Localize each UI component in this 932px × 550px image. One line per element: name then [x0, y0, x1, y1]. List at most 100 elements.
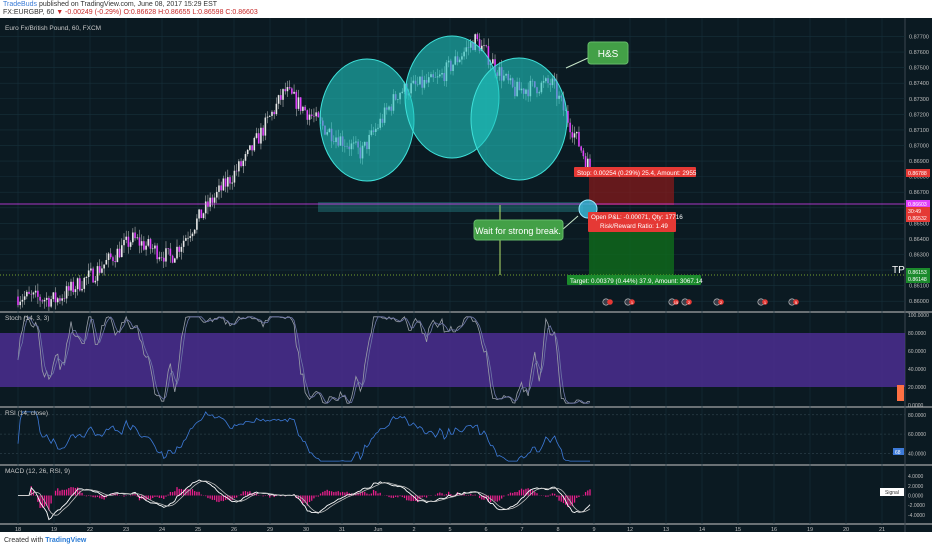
- event-count: 2: [720, 300, 723, 305]
- candle-body: [253, 137, 256, 151]
- left-shoulder-circle[interactable]: [319, 58, 415, 182]
- wait-callout-box[interactable]: [473, 219, 564, 241]
- candle-body: [196, 218, 198, 230]
- head-and-shoulders-pattern[interactable]: [319, 35, 568, 182]
- axes: 0.87700 0.87600 0.87500 0.87400 0.87300 0.872…: [15, 34, 929, 533]
- stop-zone[interactable]: [589, 173, 674, 205]
- price-tick-label: 0.87400: [909, 81, 929, 87]
- chart-svg[interactable]: H&S Wait for strong break. Stop: 0.00254…: [0, 18, 932, 533]
- candle-body: [589, 158, 591, 170]
- date-tick-label: 7: [520, 527, 523, 532]
- date-tick-label: 24: [159, 527, 165, 532]
- candle-body: [580, 146, 582, 151]
- tradingview-logo[interactable]: TradingView: [45, 537, 87, 544]
- price-tick-label: 0.86700: [909, 190, 929, 196]
- event-flag: [673, 299, 679, 305]
- date-tick-label: Jun: [374, 527, 383, 532]
- stoch-value-tag: [897, 385, 904, 401]
- candle-body: [304, 106, 306, 111]
- candle-body: [105, 259, 108, 265]
- candle-body: [45, 297, 48, 300]
- price-tag-box: [906, 214, 930, 222]
- author-link[interactable]: TradeBuds: [3, 1, 37, 8]
- candle-body: [156, 245, 158, 260]
- candle-body: [240, 161, 242, 167]
- date-tick-label: 30: [303, 527, 309, 532]
- candle-body: [50, 299, 52, 307]
- candle-body: [92, 268, 94, 283]
- candle-body: [224, 178, 227, 187]
- candle-body: [140, 241, 143, 246]
- candle-body: [101, 268, 103, 273]
- candle-body: [204, 201, 207, 214]
- candle-body: [229, 177, 231, 184]
- event-markers[interactable]: 1 15 2 2 1 5: [602, 298, 799, 306]
- candle-body: [291, 88, 293, 94]
- published-text: published on TradingView.com, June 08, 2…: [38, 1, 218, 8]
- candle-body: [169, 248, 172, 256]
- candle-body: [244, 154, 247, 161]
- date-tick-label: 18: [15, 527, 21, 532]
- candle-body: [306, 110, 309, 120]
- publish-line: TradeBuds published on TradingView.com, …: [3, 1, 217, 8]
- event-count: 15: [674, 300, 679, 305]
- stoch-tick-label: 0.0000: [908, 403, 924, 409]
- candle-body: [227, 177, 229, 187]
- macd-tick-label: 4.0000: [908, 474, 924, 480]
- hs-callout-label: H&S: [598, 49, 619, 60]
- stop-label: Stop: 0.00254 (0.29%) 25.4, Amount: 2955: [577, 170, 697, 177]
- open-pl-label: Open P&L: -0.00071, Qty: 17716: [591, 214, 683, 221]
- stoch-tick-label: 60.0000: [908, 349, 926, 355]
- candle-body: [171, 255, 174, 263]
- price-tick-label: 0.86400: [909, 237, 929, 243]
- candle-body: [200, 209, 203, 219]
- date-tick-label: 20: [843, 527, 849, 532]
- candle-body: [295, 91, 298, 109]
- candle-body: [578, 131, 580, 147]
- price-tag-label: 0.86788: [908, 171, 927, 177]
- event-flag: [718, 299, 724, 305]
- footer-bar: Created with TradingView: [0, 532, 932, 550]
- wait-callout-pointer: [561, 215, 579, 231]
- candle-body: [198, 209, 200, 219]
- event-flag: [629, 299, 635, 305]
- symbol-label: FX:EURGBP, 60: [3, 9, 55, 16]
- candle-body: [209, 197, 211, 207]
- candle-body: [251, 145, 253, 151]
- event-count: 5: [795, 300, 798, 305]
- candle-body: [315, 112, 317, 117]
- macd-tick-label: 2.0000: [908, 484, 924, 490]
- date-tick-label: 12: [627, 527, 633, 532]
- candle-body: [271, 111, 273, 116]
- candle-body: [23, 296, 26, 300]
- price-tick-label: 0.87200: [909, 112, 929, 118]
- neckline-zone[interactable]: [318, 202, 583, 212]
- candle-body: [138, 237, 141, 246]
- candle-body: [202, 213, 205, 219]
- chart-area[interactable]: H&S Wait for strong break. Stop: 0.00254…: [0, 18, 932, 533]
- candle-body: [123, 239, 125, 246]
- candle-body: [160, 257, 163, 258]
- symbol-line: FX:EURGBP, 60 ▼ -0.00249 (-0.29%) O:0.86…: [3, 9, 258, 16]
- date-tick-label: 26: [231, 527, 237, 532]
- candle-body: [41, 300, 44, 302]
- price-tag-label: 30:49: [908, 209, 921, 215]
- candle-body: [129, 242, 132, 247]
- right-shoulder-circle[interactable]: [470, 57, 568, 181]
- candle-body: [90, 268, 92, 271]
- event-count: 1: [631, 300, 634, 305]
- price-tag-label: 0.86603: [908, 202, 927, 208]
- candle-body: [262, 127, 264, 136]
- event-flag: [607, 299, 613, 305]
- candle-body: [238, 161, 240, 172]
- stoch-band: [0, 333, 905, 387]
- stoch-tick-label: 20.0000: [908, 385, 926, 391]
- candle-body: [70, 281, 72, 291]
- candle-body: [81, 288, 83, 291]
- date-tick-label: 14: [699, 527, 705, 532]
- date-tick-label: 5: [448, 527, 451, 532]
- candle-body: [242, 160, 245, 167]
- candle-body: [149, 239, 152, 249]
- hs-callout-box[interactable]: [587, 41, 629, 65]
